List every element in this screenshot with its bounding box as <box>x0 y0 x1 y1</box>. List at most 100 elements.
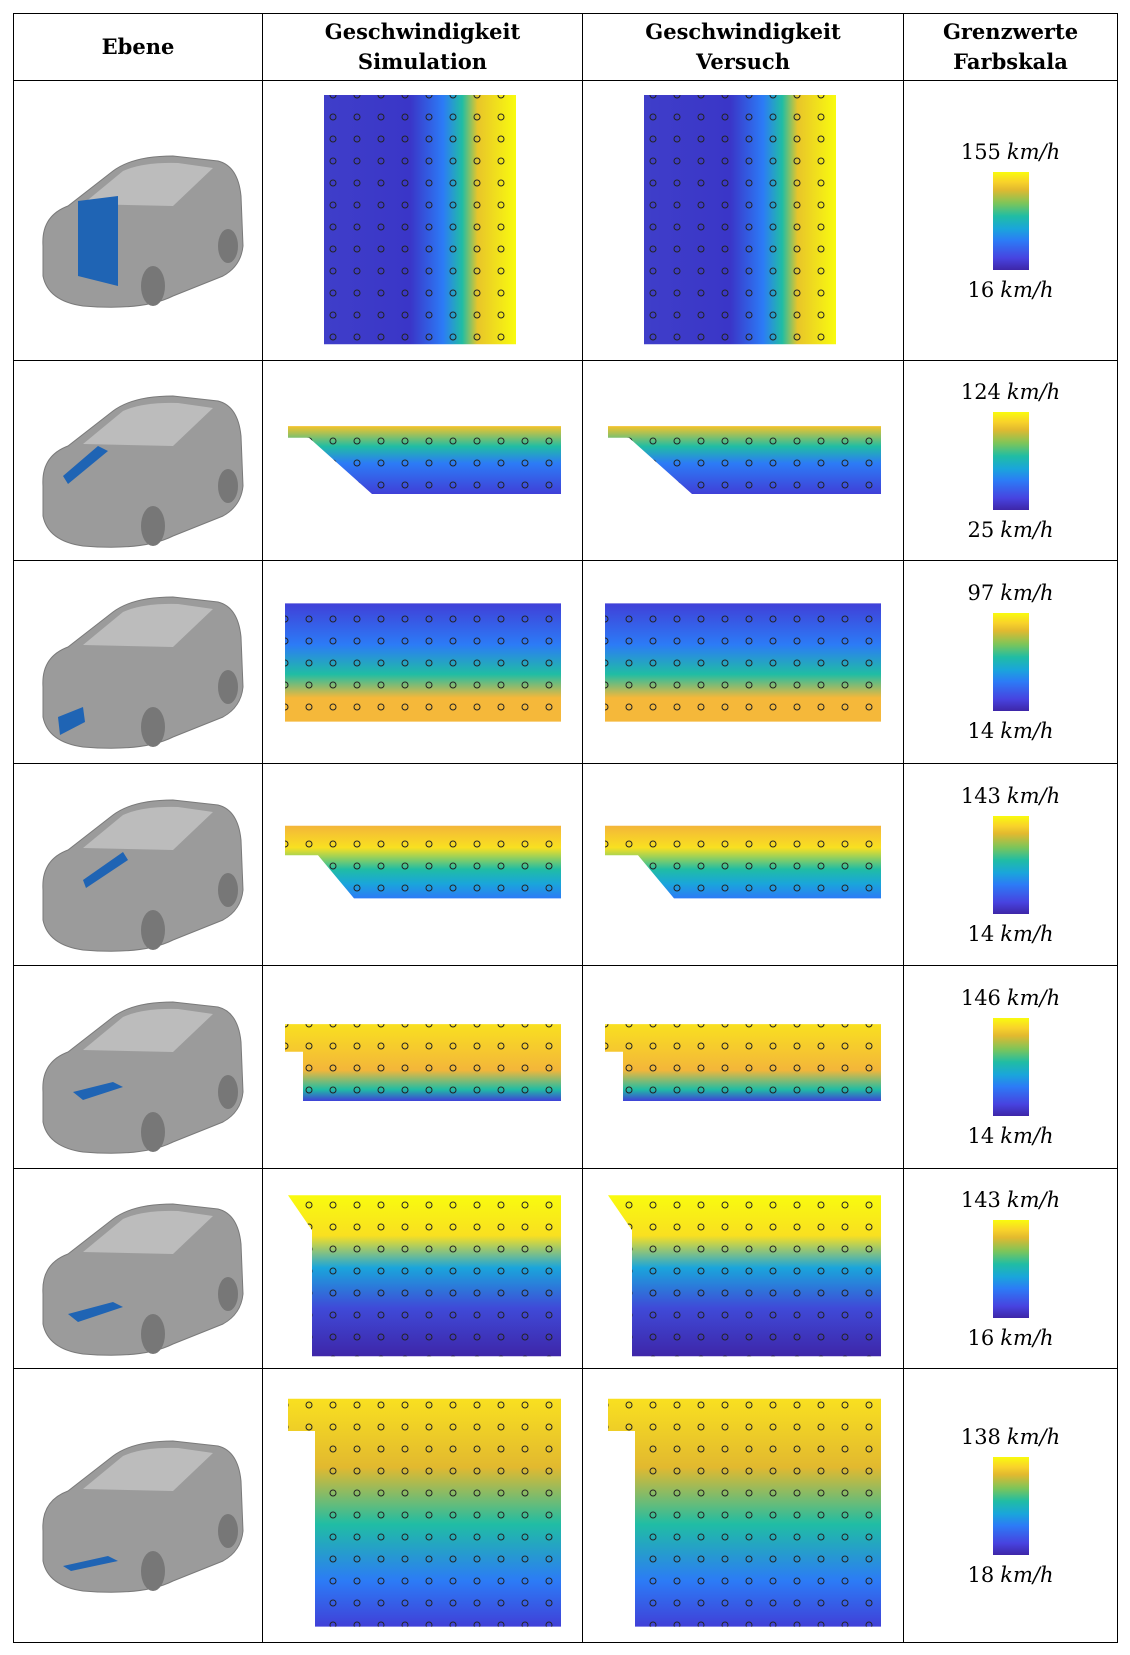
scale-label: 16km/h <box>968 1326 1054 1350</box>
scale-value: 143 <box>961 784 1001 808</box>
wheel <box>141 1551 165 1591</box>
simulation-cell <box>263 561 583 764</box>
simulation-cell <box>263 361 583 561</box>
probe-overlay <box>324 94 516 343</box>
velocity-field <box>593 364 893 558</box>
velocity-field <box>593 969 893 1166</box>
velocity-field <box>273 84 573 358</box>
probe-overlay <box>608 426 881 494</box>
scale-unit: km/h <box>1007 1188 1060 1212</box>
scale-label: 25km/h <box>968 518 1054 542</box>
plane-cell <box>14 361 263 561</box>
wheel <box>141 910 165 950</box>
wheel <box>218 1075 238 1109</box>
scale-label: 146km/h <box>961 986 1060 1010</box>
wheel <box>141 1112 165 1152</box>
probe-overlay <box>608 1398 881 1626</box>
velocity-field <box>273 564 573 761</box>
probe-overlay <box>288 426 561 494</box>
simulation-cell <box>263 764 583 966</box>
experiment-cell <box>583 1169 904 1369</box>
car-illustration <box>23 770 253 960</box>
velocity-field <box>593 1172 893 1366</box>
wheel <box>141 1314 165 1354</box>
header-line: Ebene <box>14 32 262 62</box>
wheel <box>141 506 165 546</box>
simulation-cell <box>263 966 583 1169</box>
color-scale: 97km/h14km/h <box>904 581 1117 743</box>
probe-overlay <box>608 1195 881 1356</box>
wheel <box>218 670 238 704</box>
scale-value: 14 <box>968 719 995 743</box>
plane-cell <box>14 966 263 1169</box>
wheel <box>218 1277 238 1311</box>
scale-unit: km/h <box>1007 986 1060 1010</box>
scale-value: 143 <box>961 1188 1001 1212</box>
scale-label: 18km/h <box>968 1563 1054 1587</box>
wheel <box>218 1514 238 1548</box>
scale-value: 14 <box>968 1124 995 1148</box>
color-scale: 124km/h 25km/h <box>904 380 1117 542</box>
experiment-cell <box>583 361 904 561</box>
velocity-field <box>593 1372 893 1640</box>
colorbar <box>993 172 1029 270</box>
column-header: Ebene <box>14 14 263 81</box>
probe-overlay <box>285 603 561 721</box>
scale-unit: km/h <box>1000 1124 1053 1148</box>
colorbar <box>993 412 1029 510</box>
probe-overlay <box>285 825 561 898</box>
scale-value: 146 <box>961 986 1001 1010</box>
scale-label: 14km/h <box>968 922 1054 946</box>
velocity-field <box>593 564 893 761</box>
scale-unit: km/h <box>1000 518 1053 542</box>
colorbar <box>993 613 1029 711</box>
probe-overlay <box>288 1398 561 1626</box>
plane-cell <box>14 81 263 361</box>
scale-unit: km/h <box>1000 581 1053 605</box>
velocity-field <box>273 1372 573 1640</box>
velocity-field <box>273 364 573 558</box>
colorbar <box>993 1220 1029 1318</box>
page: {"header": [["Ebene"], ["Geschwindigkeit… <box>0 0 1130 1655</box>
scale-unit: km/h <box>1000 922 1053 946</box>
car-illustration <box>23 126 253 316</box>
wheel <box>218 873 238 907</box>
scale-label: 143km/h <box>961 784 1060 808</box>
header-line: Grenzwerte <box>904 17 1117 47</box>
velocity-field <box>273 969 573 1166</box>
header-line: Simulation <box>263 47 582 77</box>
simulation-cell <box>263 1369 583 1643</box>
header-line: Farbskala <box>904 47 1117 77</box>
probe-overlay <box>288 1195 561 1356</box>
experiment-cell <box>583 966 904 1169</box>
color-scale: 138km/h18km/h <box>904 1425 1117 1587</box>
scale-unit: km/h <box>1007 140 1060 164</box>
wheel <box>141 266 165 306</box>
scale-unit: km/h <box>1007 380 1060 404</box>
scale-value: 97 <box>968 581 995 605</box>
colorbar <box>993 816 1029 914</box>
simulation-cell <box>263 81 583 361</box>
car-illustration <box>23 366 253 556</box>
scale-unit: km/h <box>1000 278 1053 302</box>
table-row: 146km/h14km/h <box>14 966 1118 1169</box>
scale-value: 155 <box>961 140 1001 164</box>
colorbar <box>993 1018 1029 1116</box>
scale-value: 14 <box>968 922 995 946</box>
simulation-cell <box>263 1169 583 1369</box>
